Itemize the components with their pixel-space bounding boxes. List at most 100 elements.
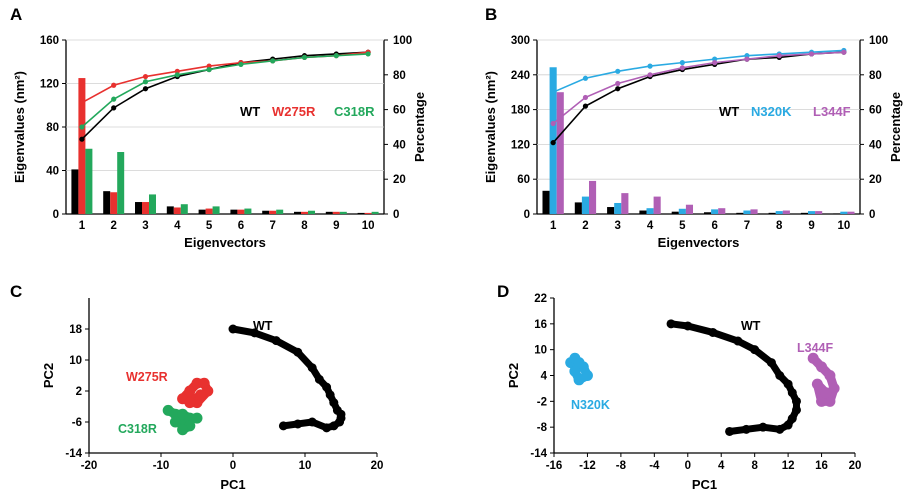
- legend-entry-N320K: N320K: [751, 104, 792, 119]
- panel-letter: C: [10, 282, 22, 301]
- bar-W275R: [110, 192, 118, 214]
- cumulative-point-C318R: [79, 124, 85, 130]
- x-tick-label: 4: [718, 460, 725, 472]
- cumulative-point-L344F: [679, 65, 685, 71]
- x-axis-label: Eigenvectors: [184, 235, 266, 250]
- bar-C318R: [148, 194, 156, 214]
- y-tick-label: 40: [46, 166, 59, 178]
- bar-WT: [262, 210, 270, 214]
- bar-WT: [703, 212, 712, 214]
- x-tick-label: 8: [776, 220, 783, 232]
- legend-entry-W275R: W275R: [272, 104, 316, 119]
- bar-W275R: [142, 202, 149, 214]
- point-N320K: [569, 365, 581, 377]
- x-tick-label: -16: [546, 460, 563, 472]
- x-tick-label: 20: [371, 460, 384, 472]
- x-tick-label: 6: [238, 220, 244, 232]
- y-tick-label: 10: [69, 355, 82, 367]
- point-N320K: [581, 370, 593, 381]
- point-WT: [329, 421, 339, 431]
- y-tick-label: 18: [69, 324, 82, 336]
- point-WT: [791, 396, 801, 406]
- x-tick-label: 7: [269, 220, 275, 232]
- panel-b: B 0 60 120 180 240 300 0 20 40 60 80 100 1 2 3 4 5 6 7 8 9 10 W…: [483, 5, 903, 250]
- point-WT: [307, 417, 317, 427]
- y2-tick-label: 0: [393, 209, 399, 221]
- point-WT: [741, 424, 751, 434]
- bar-N320K: [711, 209, 719, 214]
- cumulative-point-C318R: [111, 96, 117, 102]
- cumulative-point-L344F: [712, 60, 718, 66]
- point-WT: [307, 363, 317, 373]
- x-tick-label: 5: [206, 220, 213, 232]
- point-L344F: [824, 395, 836, 407]
- bar-L344F: [653, 196, 661, 214]
- y-tick-label: 10: [534, 345, 547, 357]
- bar-W275R: [237, 209, 245, 214]
- cluster-label-N320K: N320K: [571, 398, 610, 412]
- point-L344F: [828, 382, 840, 394]
- y-tick-label: 22: [534, 293, 547, 305]
- cumulative-point-C318R: [333, 53, 339, 59]
- cumulative-point-C318R: [365, 51, 371, 57]
- cumulative-line-W275R: [81, 51, 369, 104]
- bar-W275R: [269, 210, 277, 214]
- x-tick-label: -20: [81, 460, 98, 472]
- cumulative-line-N320K: [552, 49, 844, 93]
- cumulative-point-C318R: [142, 79, 149, 85]
- legend-entry-WT: WT: [240, 104, 260, 119]
- bar-N320K: [807, 211, 816, 214]
- point-WT: [271, 336, 281, 346]
- point-WT: [329, 398, 339, 408]
- y-axis-label: Eigenvalues (nm²): [12, 71, 27, 183]
- bar-WT: [103, 191, 111, 214]
- bar-N320K: [581, 196, 590, 214]
- x-tick-label: 0: [685, 460, 691, 472]
- point-W275R: [184, 397, 196, 409]
- cumulative-point-L344F: [615, 80, 621, 87]
- point-WT: [725, 426, 735, 436]
- cluster-label-WT: WT: [253, 319, 273, 333]
- cluster-label-W275R: W275R: [126, 370, 168, 384]
- y-tick-label: 160: [40, 35, 59, 47]
- point-WT: [783, 420, 793, 430]
- point-WT: [783, 379, 793, 389]
- cumulative-point-C318R: [174, 72, 180, 78]
- bar-C318R: [117, 152, 125, 214]
- y-axis-label: Eigenvalues (nm²): [483, 71, 498, 183]
- bar-WT: [542, 190, 550, 214]
- y2-tick-label: 100: [869, 35, 888, 47]
- point-WT: [250, 328, 260, 338]
- bar-WT: [639, 210, 647, 214]
- x-axis-label: PC1: [692, 477, 717, 492]
- bar-W275R: [364, 212, 372, 214]
- cumulative-point-N320K: [647, 63, 653, 69]
- bar-L344F: [750, 209, 758, 214]
- point-WT: [683, 321, 693, 331]
- x-tick-label: -8: [616, 460, 627, 472]
- cumulative-point-L344F: [744, 56, 750, 62]
- y-tick-label: 240: [511, 70, 530, 82]
- x-tick-label: 4: [647, 220, 654, 232]
- x-tick-label: 10: [362, 220, 375, 232]
- panel-a: A 0 40 80 120 160 0 20 40 60 80 100 1 2 3 4 5 6 7 8 9 10 WT W27…: [10, 5, 427, 250]
- trajectory-WT: [229, 325, 345, 432]
- y-tick-label: 2: [76, 386, 82, 398]
- point-L344F: [816, 395, 828, 407]
- point-L344F: [816, 361, 828, 373]
- x-tick-label: 9: [333, 220, 339, 232]
- x-tick-label: 8: [301, 220, 308, 232]
- point-WT: [733, 336, 743, 346]
- x-tick-label: 8: [751, 460, 758, 472]
- x-axis-label: PC1: [220, 477, 245, 492]
- bar-WT: [166, 206, 174, 214]
- bar-L344F: [685, 204, 694, 214]
- bar-WT: [671, 211, 679, 214]
- cumulative-point-WT: [142, 86, 149, 92]
- x-tick-label: 2: [582, 220, 588, 232]
- cumulative-point-L344F: [841, 49, 847, 55]
- panel-letter: D: [497, 282, 509, 301]
- y-tick-label: -2: [537, 396, 547, 408]
- bar-WT: [800, 212, 808, 214]
